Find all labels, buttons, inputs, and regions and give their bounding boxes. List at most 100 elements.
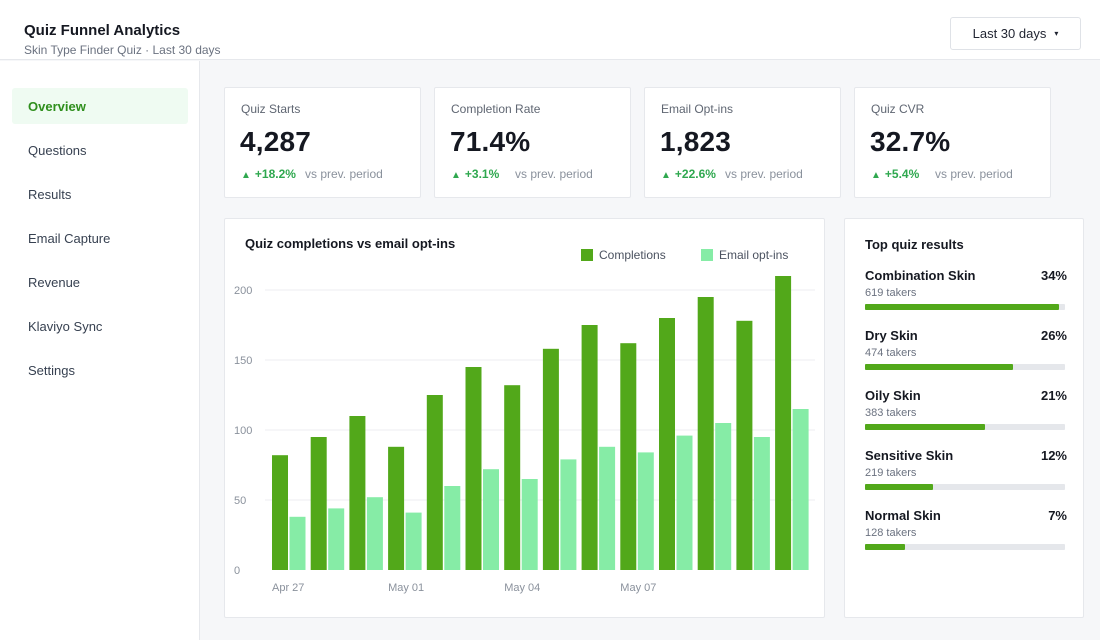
result-item: Oily Skin 21% 383 takers: [865, 388, 1067, 448]
bar-email-optins: [328, 508, 345, 570]
result-name: Dry Skin: [865, 328, 918, 343]
result-progress-track: [865, 544, 1065, 550]
sidebar-item-settings[interactable]: Settings: [12, 352, 188, 388]
result-progress-fill: [865, 484, 934, 490]
caret-down-icon: ▾: [1054, 29, 1059, 38]
result-progress-track: [865, 304, 1065, 310]
page-subtitle: Skin Type Finder Quiz · Last 30 days: [24, 43, 221, 57]
kpi-value: 71.4%: [450, 126, 531, 157]
kpi-delta-value: +18.2%: [254, 167, 296, 181]
sidebar-item-label: Questions: [28, 142, 87, 158]
result-name: Sensitive Skin: [865, 448, 954, 463]
x-tick-label: May 01: [388, 582, 424, 594]
result-item: Normal Skin 7% 128 takers: [865, 508, 1067, 568]
y-tick-label: 200: [234, 285, 252, 297]
sidebar-item-results[interactable]: Results: [12, 176, 188, 212]
bar-completions: [581, 325, 598, 570]
bar-email-optins: [521, 479, 538, 570]
bar-chart: 0 50 100 150 200 Apr 27 May 01 May 04 May 07: [234, 276, 815, 594]
bar-email-optins: [560, 459, 577, 570]
result-progress-fill: [865, 304, 1059, 310]
kpi-label: Completion Rate: [451, 102, 541, 116]
bar-completions: [659, 318, 675, 570]
kpi-delta: ▲ +5.4%: [871, 167, 919, 181]
result-takers: 619 takers: [865, 287, 917, 299]
bar-completions: [620, 343, 637, 570]
kpi-label: Quiz Starts: [241, 102, 301, 116]
kpi-delta-value: +22.6%: [674, 167, 716, 181]
header: Quiz Funnel Analytics Skin Type Finder Q…: [0, 0, 1100, 60]
kpi-card-quiz-starts: Quiz Starts 4,287 ▲ +18.2% vs prev. perio…: [224, 87, 421, 198]
bar-email-optins: [637, 452, 654, 570]
y-tick-label: 0: [234, 565, 240, 577]
sidebar-item-label: Settings: [28, 362, 75, 378]
sidebar-item-revenue[interactable]: Revenue: [12, 264, 188, 300]
legend-swatch-email-optins: [701, 249, 713, 261]
bar-email-optins: [366, 497, 383, 570]
bar-email-optins: [599, 446, 616, 570]
legend-label: Completions: [599, 248, 666, 262]
kpi-comparison: vs prev. period: [305, 167, 383, 181]
result-item: Combination Skin 34% 619 takers: [865, 268, 1067, 328]
result-takers: 219 takers: [865, 467, 917, 479]
sidebar-item-label: Klaviyo Sync: [28, 318, 103, 334]
result-percent: 34%: [1040, 268, 1067, 283]
bar-email-optins: [715, 423, 732, 570]
result-name: Combination Skin: [865, 268, 976, 283]
date-range-label: Last 30 days: [972, 26, 1047, 41]
sidebar-item-overview[interactable]: Overview: [12, 88, 188, 124]
kpi-card-completion-rate: Completion Rate 71.4% ▲ +3.1% vs prev. pe…: [434, 87, 631, 198]
bar-email-optins: [483, 469, 499, 570]
kpi-delta: ▲ +3.1%: [451, 167, 499, 181]
sidebar-item-label: Email Capture: [28, 230, 111, 246]
sidebar-item-label: Results: [28, 186, 72, 202]
kpi-card-email-optins: Email Opt-ins 1,823 ▲ +22.6% vs prev. per…: [644, 87, 841, 198]
result-takers: 128 takers: [865, 527, 917, 539]
result-takers: 383 takers: [865, 407, 917, 419]
top-results-card: Top quiz results Combination Skin 34% 61…: [844, 218, 1084, 618]
bar-email-optins: [792, 409, 809, 570]
kpi-label: Quiz CVR: [871, 102, 925, 116]
sidebar: Overview Questions Results Email Capture…: [0, 61, 200, 640]
kpi-card-quiz-cvr: Quiz CVR 32.7% ▲ +5.4% vs prev. period: [854, 87, 1051, 198]
x-tick-label: May 07: [620, 582, 656, 594]
triangle-up-icon: ▲: [661, 170, 671, 181]
result-progress-fill: [865, 544, 905, 550]
kpi-comparison: vs prev. period: [935, 167, 1013, 181]
kpi-value: 1,823: [660, 126, 732, 157]
result-percent: 26%: [1040, 328, 1067, 343]
result-progress-track: [865, 424, 1065, 430]
bar-completions: [388, 446, 405, 570]
sidebar-item-questions[interactable]: Questions: [12, 132, 188, 168]
result-progress-track: [865, 484, 1065, 490]
result-progress-fill: [865, 424, 985, 430]
x-tick-label: May 04: [504, 582, 540, 594]
result-progress-track: [865, 364, 1065, 370]
page-title: Quiz Funnel Analytics: [24, 22, 181, 39]
result-percent: 21%: [1040, 388, 1067, 403]
kpi-value: 4,287: [240, 126, 312, 157]
bar-completions: [465, 367, 482, 570]
kpi-value: 32.7%: [870, 126, 951, 157]
result-takers: 474 takers: [865, 347, 917, 359]
y-tick-label: 100: [234, 425, 252, 437]
sidebar-item-email-capture[interactable]: Email Capture: [12, 220, 188, 256]
bar-email-optins: [444, 486, 461, 570]
date-range-dropdown[interactable]: Last 30 days ▾: [950, 17, 1081, 50]
sidebar-item-label: Revenue: [28, 274, 81, 290]
bar-completions: [310, 437, 327, 570]
sidebar-item-klaviyo-sync[interactable]: Klaviyo Sync: [12, 308, 188, 344]
bar-email-optins: [289, 516, 306, 570]
bar-completions: [775, 276, 792, 570]
result-name: Oily Skin: [865, 388, 921, 403]
bar-completions: [504, 385, 521, 570]
legend-item-email-optins: Email opt-ins: [701, 248, 788, 262]
results-title: Top quiz results: [865, 237, 964, 252]
y-tick-label: 150: [234, 355, 252, 367]
bar-completions: [542, 348, 559, 570]
triangle-up-icon: ▲: [451, 170, 461, 181]
chart-card: Quiz completions vs email opt-ins Comple…: [224, 218, 825, 618]
triangle-up-icon: ▲: [871, 170, 881, 181]
kpi-comparison: vs prev. period: [725, 167, 803, 181]
legend-label: Email opt-ins: [719, 248, 789, 262]
